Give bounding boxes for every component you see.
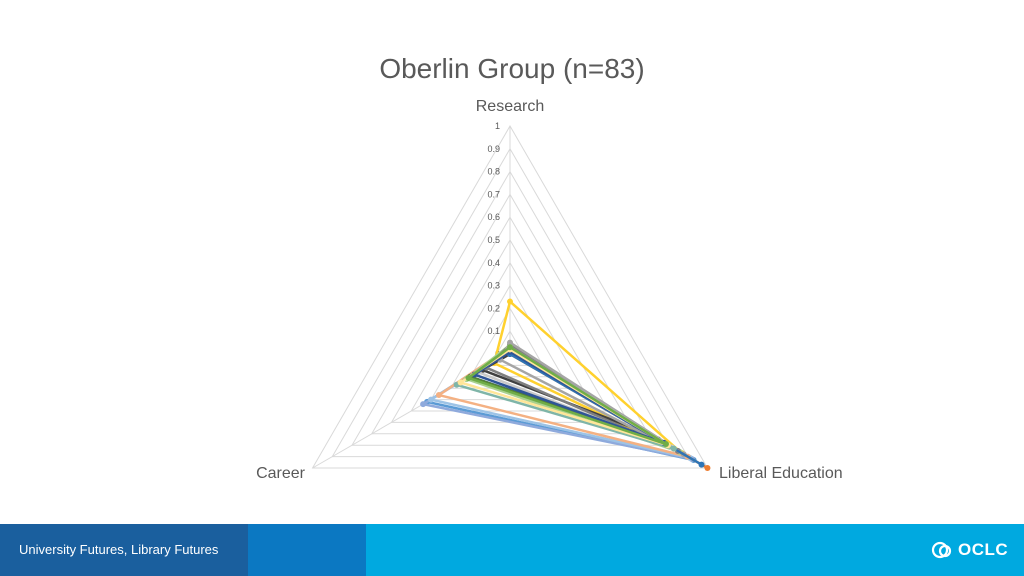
series-point [420, 401, 427, 408]
series-line [492, 300, 684, 455]
series-17 [465, 344, 669, 448]
tick-label: 0.9 [487, 144, 500, 154]
tick-label: 0.6 [487, 212, 500, 222]
tick-label: 0.3 [487, 281, 500, 291]
series-line [467, 345, 668, 446]
footer-mid-panel [248, 524, 366, 576]
footer-bar: University Futures, Library Futures OCLC [0, 524, 1024, 576]
chart-title: Oberlin Group (n=83) [379, 53, 645, 84]
series-layer [420, 298, 711, 471]
tick-label: 0.7 [487, 189, 500, 199]
oclc-logo-text: OCLC [958, 540, 1009, 559]
series-point [457, 379, 464, 386]
series-point [662, 441, 669, 448]
series-point [435, 392, 442, 399]
series-point [704, 465, 711, 471]
tick-label: 0.8 [487, 167, 500, 177]
footer-left-panel: University Futures, Library Futures [0, 524, 248, 576]
axis-label-research: Research [476, 98, 544, 115]
tick-label: 0.4 [487, 258, 500, 268]
series-point [507, 339, 513, 346]
gridline-0.7 [370, 193, 650, 435]
gridline-0.9 [331, 147, 689, 458]
gridline-1 [311, 125, 709, 469]
gridline-0.5 [410, 238, 610, 412]
footer-text: University Futures, Library Futures [19, 542, 219, 557]
radar-chart: 00.10.20.30.40.50.60.70.80.91 Research L… [256, 98, 843, 482]
tick-labels: 00.10.20.30.40.50.60.70.80.91 [487, 121, 500, 359]
series-point [670, 445, 677, 452]
oclc-logo: OCLC [930, 538, 1008, 562]
gridline-0.8 [351, 170, 669, 446]
tick-label: 1 [495, 121, 500, 131]
series-point [507, 298, 513, 305]
oclc-logo-icon [931, 541, 952, 559]
tick-label: 0.1 [487, 326, 500, 336]
series-point [465, 374, 472, 381]
series-point [507, 344, 513, 351]
series-point [428, 396, 435, 403]
tick-label: 0.2 [487, 303, 500, 313]
axis-label-career: Career [256, 465, 306, 482]
axis-labels: Research Liberal Education Career [256, 98, 843, 482]
series-point [698, 461, 705, 468]
axis-label-liberal-education: Liberal Education [719, 465, 843, 482]
tick-label: 0.5 [487, 235, 500, 245]
